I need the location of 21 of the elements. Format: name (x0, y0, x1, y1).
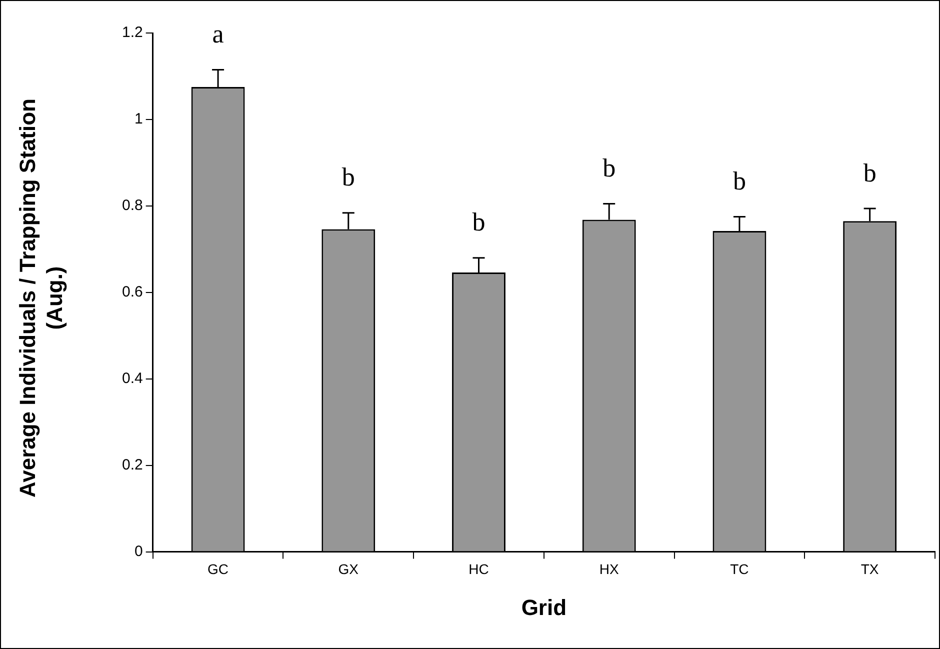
x-tick-label: GC (208, 561, 229, 578)
annotation: b (863, 158, 876, 188)
y-tick-label: 1 (134, 110, 143, 128)
x-tick-label: HX (599, 561, 620, 578)
x-axis-title: Grid (521, 594, 567, 620)
y-tick-label: 0.6 (122, 284, 143, 301)
y-tick-label: 1.2 (122, 24, 143, 42)
annotation: b (342, 162, 355, 192)
annotation: a (212, 20, 224, 49)
x-tick-label: TC (730, 561, 749, 578)
y-tick-label: 0.4 (122, 370, 143, 388)
y-tick-label: 0.8 (122, 197, 143, 214)
annotation: b (602, 154, 616, 183)
y-tick-label: 0.2 (122, 456, 143, 474)
x-tick-label: HC (468, 561, 489, 578)
x-tick-label: GX (338, 561, 360, 578)
x-tick-label: TX (860, 561, 880, 578)
y-tick-label: 0 (134, 542, 143, 560)
y-axis-title: Average Individuals / Trapping Station (Aug.) (14, 98, 68, 498)
annotation: b (472, 208, 486, 237)
annotation: b (732, 166, 746, 196)
